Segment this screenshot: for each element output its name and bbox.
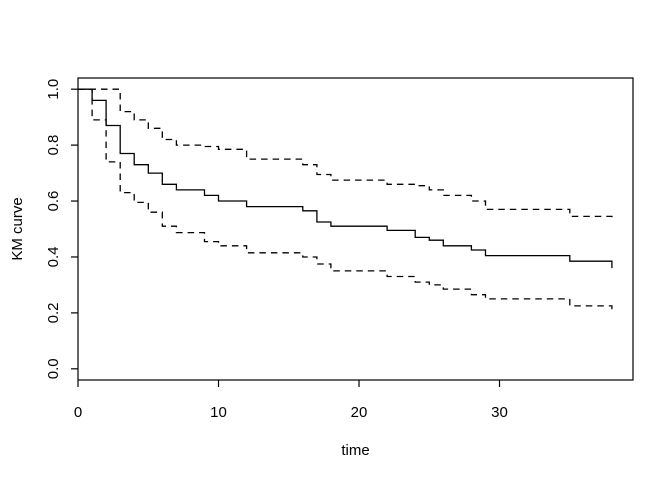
km-estimate-path <box>78 88 613 269</box>
y-tick-label: 0.6 <box>45 191 62 212</box>
y-tick-label: 0.8 <box>45 135 62 156</box>
y-tick-label: 0.2 <box>45 302 62 323</box>
plot-box <box>77 77 634 381</box>
x-axis-title: time <box>341 442 369 459</box>
x-tick-label: 0 <box>74 404 82 421</box>
upper-confidence-band-path <box>78 88 613 222</box>
y-axis-title: KM curve <box>9 197 26 260</box>
y-tick-label: 1.0 <box>45 79 62 100</box>
lower-confidence-band-path <box>78 88 613 312</box>
y-tick-label: 0.0 <box>45 358 62 379</box>
x-tick-label: 30 <box>491 404 508 421</box>
x-tick-label: 10 <box>210 404 227 421</box>
x-tick-label: 20 <box>351 404 368 421</box>
y-tick-label: 0.4 <box>45 247 62 268</box>
